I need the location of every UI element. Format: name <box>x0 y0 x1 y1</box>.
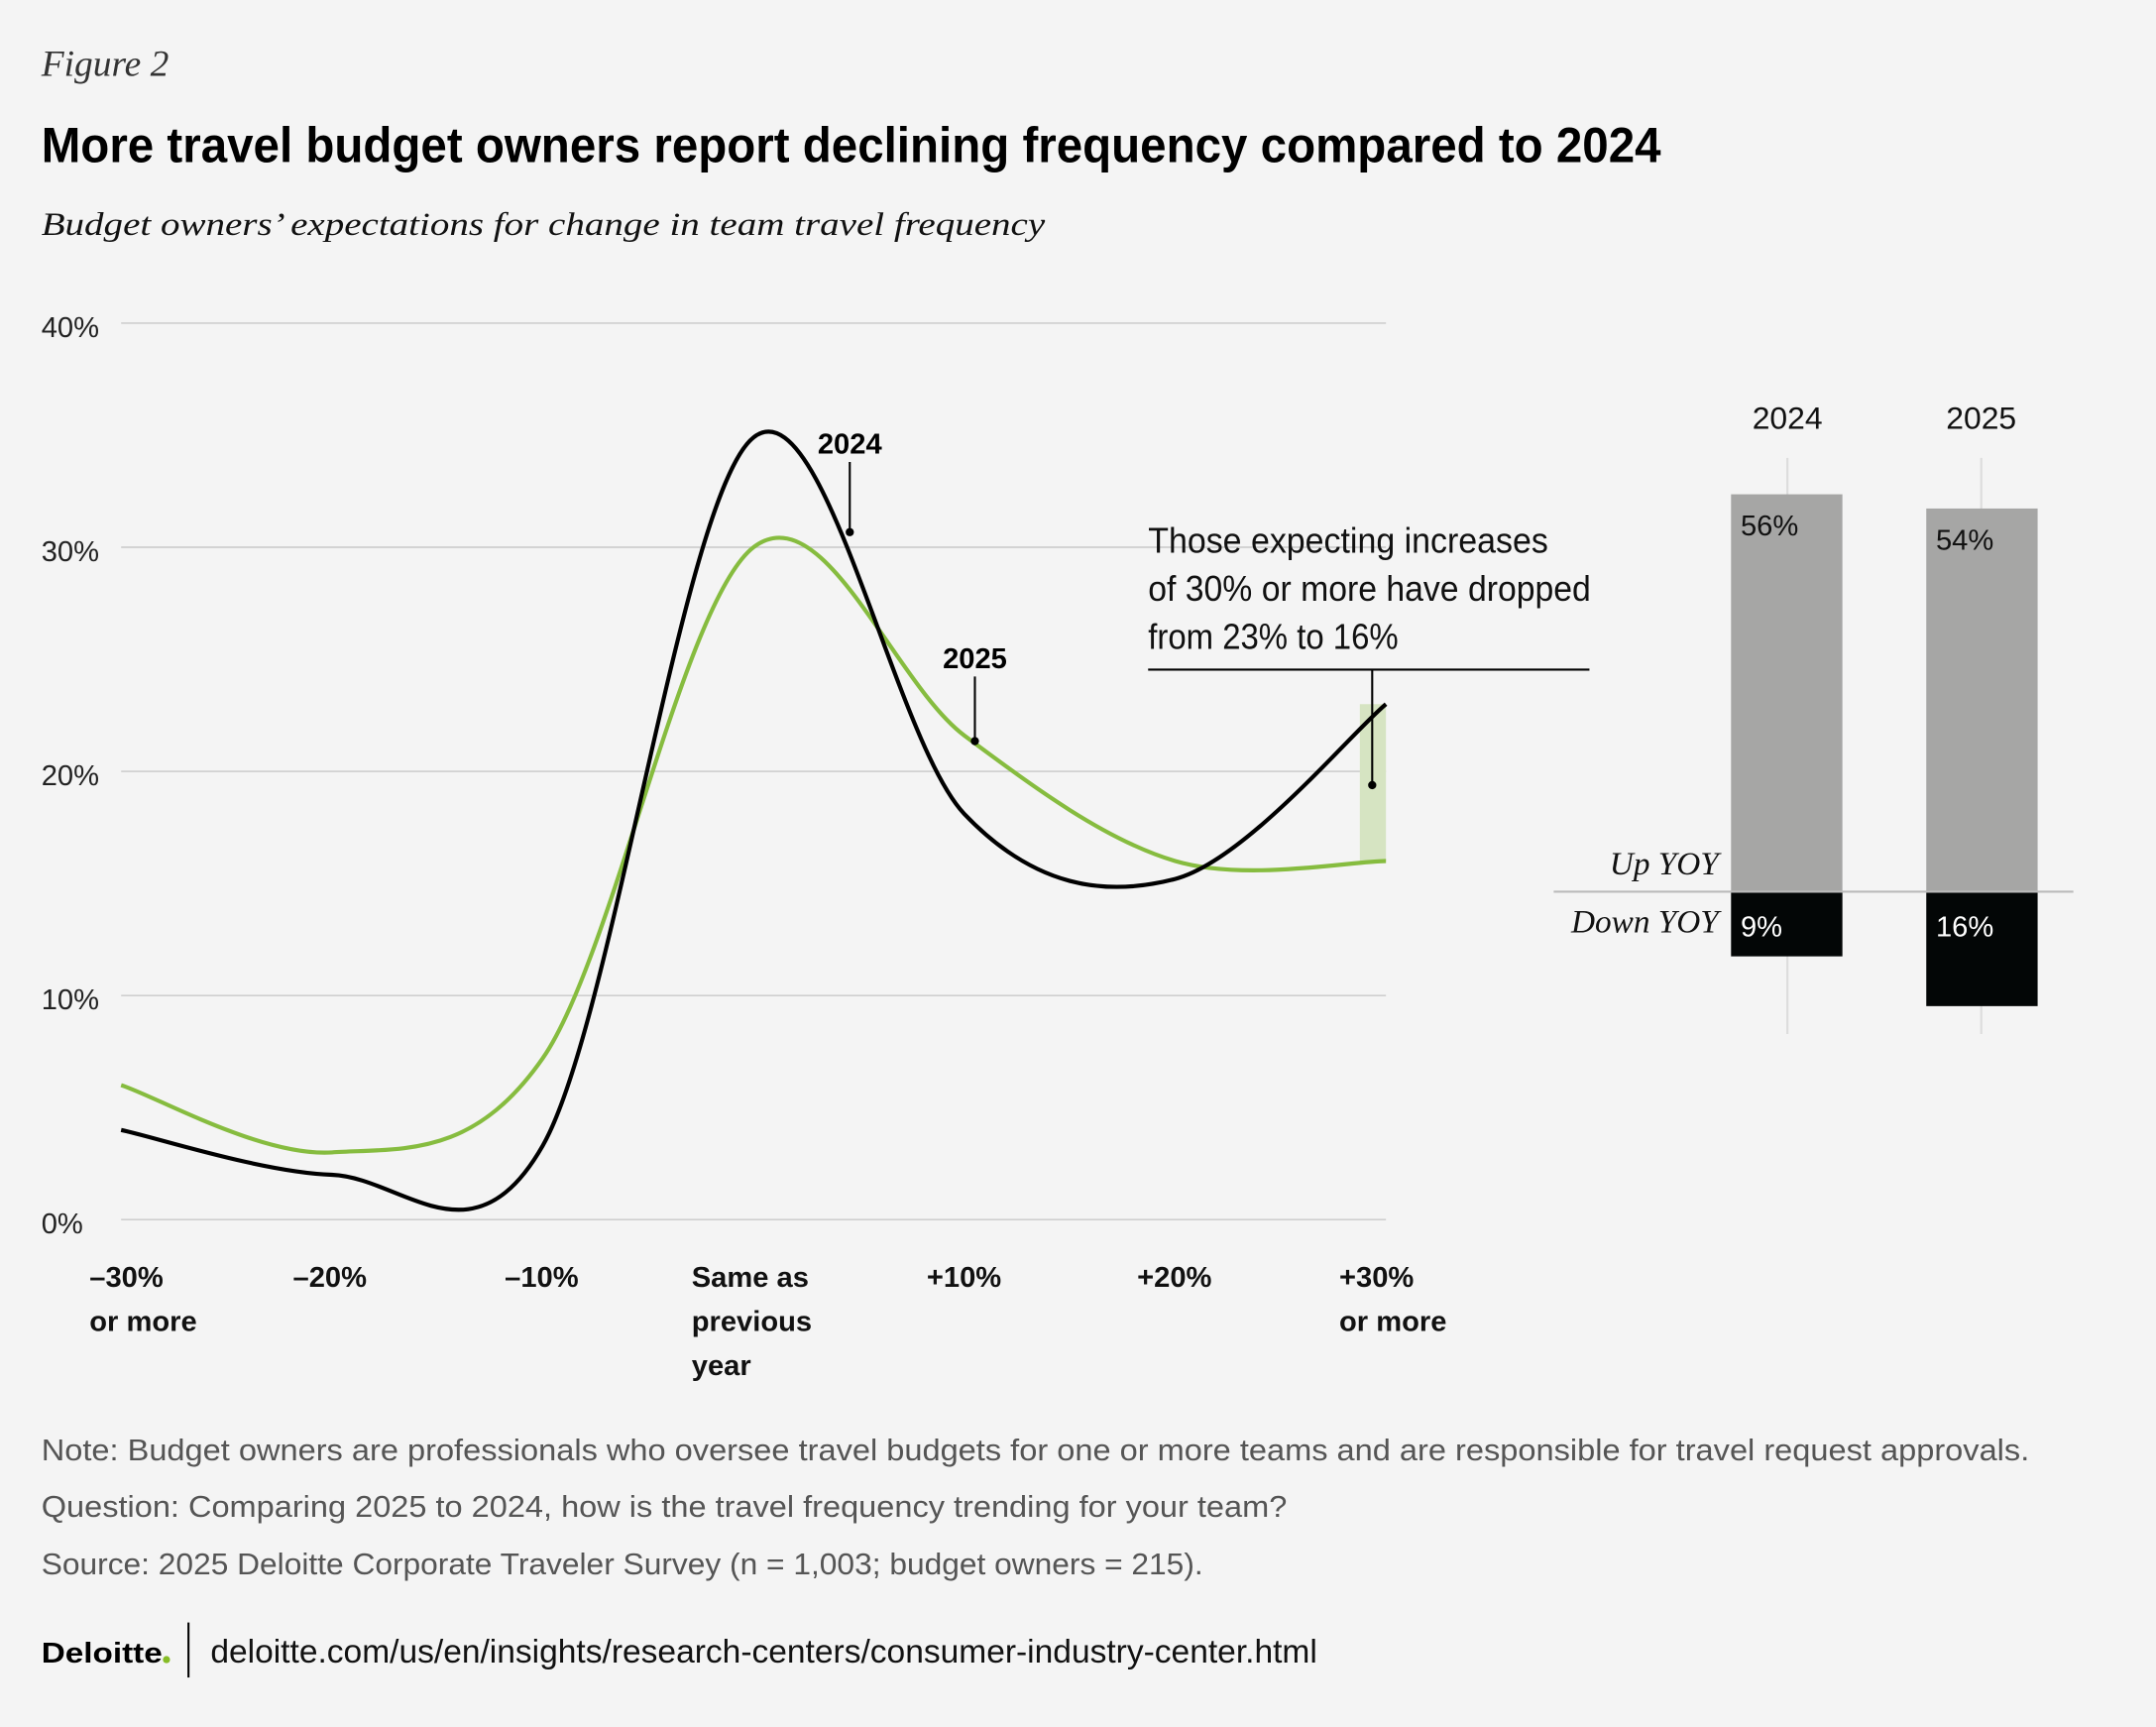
y-tick-label: 10% <box>42 984 99 1016</box>
x-tick-label: +20% <box>1137 1262 1211 1294</box>
x-tick-label: or more <box>89 1307 196 1338</box>
x-tick-label: –30% <box>89 1262 164 1294</box>
line-chart: 40% 30% 20% 10% 0% –30% or more –20% –10… <box>42 312 1591 1382</box>
bar-category-label: 2024 <box>1753 401 1823 436</box>
bar-chart: 2024 2025 56% 54% 9% 16% Up YOY Down YOY <box>1553 401 2074 1034</box>
series-label-2024: 2024 <box>818 429 883 461</box>
down-yoy-label: Down YOY <box>1570 903 1722 940</box>
source-text: Source: 2025 Deloitte Corporate Traveler… <box>42 1548 1203 1581</box>
chart-title: More travel budget owners report declini… <box>42 118 1661 173</box>
logo-dot <box>163 1656 170 1664</box>
y-tick-label: 30% <box>42 536 99 568</box>
annotation-text: of 30% or more have dropped <box>1148 568 1591 609</box>
bar-up-2024 <box>1731 494 1843 893</box>
series-label-2025: 2025 <box>943 643 1007 675</box>
up-yoy-label: Up YOY <box>1610 846 1722 882</box>
series-line-2025 <box>120 535 1387 1155</box>
series-line-2024 <box>120 429 1388 1212</box>
annotation-text: from 23% to 16% <box>1148 617 1398 657</box>
x-tick-label: –20% <box>293 1262 368 1294</box>
marker-dot <box>1368 780 1377 790</box>
source-url-link[interactable]: deloitte.com/us/en/insights/research-cen… <box>210 1634 1316 1670</box>
bar-value-label: 16% <box>1936 912 1993 944</box>
x-tick-label: +30% <box>1339 1262 1414 1294</box>
x-tick-label: –10% <box>505 1262 579 1294</box>
bar-value-label: 56% <box>1741 511 1798 542</box>
y-tick-label: 20% <box>42 760 99 792</box>
marker-dot <box>846 527 854 536</box>
x-tick-label: previous <box>692 1307 812 1338</box>
x-tick-label: +10% <box>927 1262 1001 1294</box>
x-tick-label: year <box>692 1350 751 1382</box>
note-text: Note: Budget owners are professionals wh… <box>42 1434 2030 1467</box>
y-tick-label: 0% <box>42 1209 83 1240</box>
chart-subtitle: Budget owners’ expectations for change i… <box>42 206 1046 243</box>
annotation-text: Those expecting increases <box>1148 520 1548 561</box>
question-text: Question: Comparing 2025 to 2024, how is… <box>42 1490 1288 1524</box>
bar-value-label: 54% <box>1936 525 1993 557</box>
y-tick-label: 40% <box>42 312 99 344</box>
figure-label: Figure 2 <box>41 44 170 84</box>
logo-wordmark: Deloitte <box>42 1638 163 1669</box>
x-tick-label: or more <box>1339 1307 1446 1338</box>
bar-down-2024 <box>1731 892 1843 957</box>
bar-value-label: 9% <box>1741 912 1782 944</box>
bar-category-label: 2025 <box>1946 401 2016 436</box>
bar-up-2025 <box>1926 508 2038 893</box>
x-tick-label: Same as <box>692 1262 809 1294</box>
bar-down-2025 <box>1926 892 2038 1006</box>
marker-dot <box>970 737 979 746</box>
deloitte-logo: Deloitte <box>42 1638 170 1669</box>
